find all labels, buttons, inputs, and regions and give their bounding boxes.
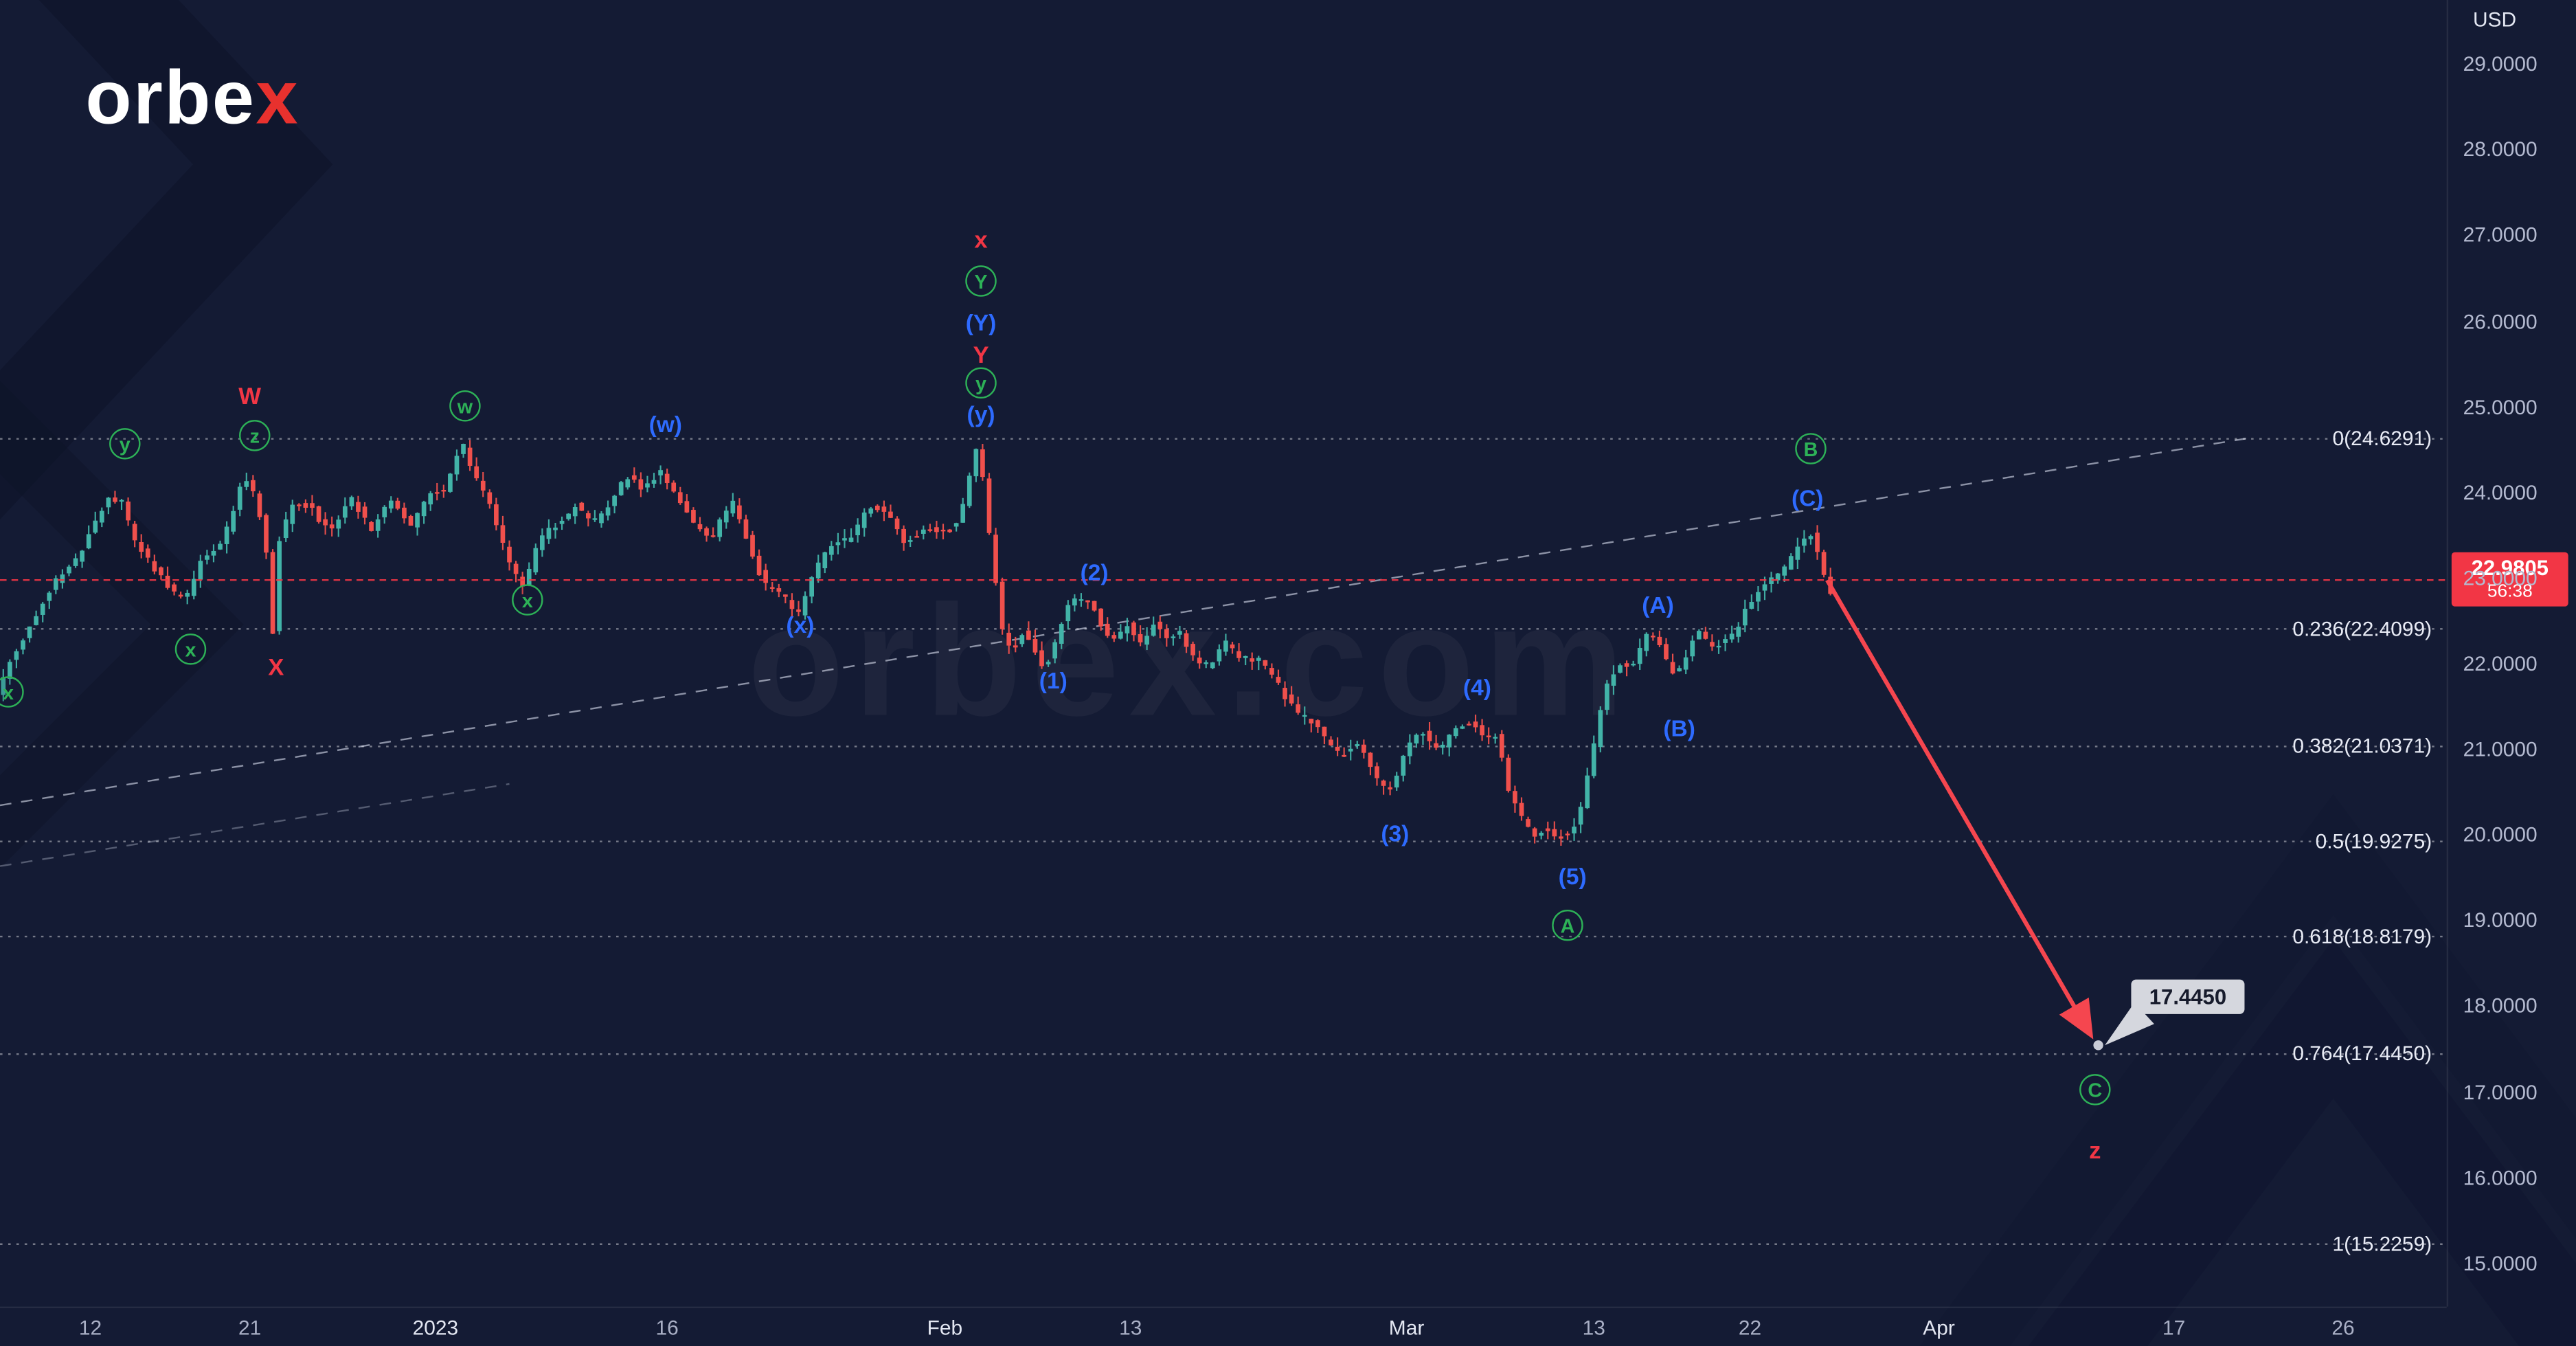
logo-text-accent: x [256, 54, 300, 140]
fib-level-label-0: 0(24.6291) [2332, 427, 2432, 451]
time-tick-Apr: Apr [1923, 1316, 1955, 1340]
time-tick-Feb: Feb [927, 1316, 963, 1340]
wave-label-C-26: C [2079, 1074, 2111, 1106]
wave-label-W-3: W [238, 384, 261, 411]
price-tick-24.0000: 24.0000 [2463, 481, 2538, 504]
wave-label-Y-11: Y [965, 265, 997, 297]
time-tick-Mar: Mar [1388, 1316, 1425, 1340]
wave-label-3-18: (3) [1381, 820, 1410, 846]
time-tick-2023: 2023 [412, 1316, 459, 1340]
wave-label-A-22: (A) [1642, 592, 1674, 618]
wave-label-x-7: x [512, 584, 543, 616]
currency-label: USD [2472, 8, 2517, 32]
wave-label-w-8: (w) [648, 411, 682, 438]
wave-label-w-6: w [449, 390, 481, 422]
time-tick-13: 13 [1582, 1316, 1605, 1340]
price-tick-29.0000: 29.0000 [2463, 53, 2538, 76]
wave-label-B-23: (B) [1663, 715, 1695, 741]
fib-level-label-3: 0.5(19.9275) [2315, 829, 2432, 853]
price-tick-18.0000: 18.0000 [2463, 995, 2538, 1018]
wave-label-y-1: y [109, 428, 141, 460]
price-tick-22.0000: 22.0000 [2463, 652, 2538, 676]
current-price-value: 22.9805 [2471, 555, 2549, 581]
projection-layer [0, 579, 2445, 1051]
wave-label-z-4: z [239, 420, 271, 451]
time-axis[interactable]: 12 21 2023 16 Feb 13 Mar 13 22 Apr 17 26 [0, 1306, 2447, 1346]
wave-label-B-24: B [1795, 433, 1827, 464]
wave-label-x-9: (x) [786, 611, 815, 638]
price-tick-26.0000: 26.0000 [2463, 310, 2538, 333]
fib-level-label-2: 0.382(21.0371) [2292, 734, 2432, 759]
candles-group [1, 440, 1833, 846]
wave-label-x-0: x [0, 676, 24, 708]
time-tick-21: 21 [238, 1316, 262, 1340]
time-tick-17: 17 [2162, 1316, 2186, 1340]
wave-label-Y-13: Y [973, 343, 989, 370]
wave-label-Y-12: (Y) [965, 309, 997, 335]
time-tick-12: 12 [78, 1316, 102, 1340]
wave-label-x-10: x [974, 227, 988, 255]
wave-label-y-15: (y) [967, 401, 995, 427]
time-tick-13: 13 [1119, 1316, 1142, 1340]
orbex-logo: orbex [85, 59, 300, 135]
wave-label-5-20: (5) [1558, 862, 1587, 890]
price-target-tooltip: 17.4450 [2131, 979, 2245, 1014]
fibonacci-lines [0, 438, 2445, 1245]
wave-label-2-17: (2) [1080, 559, 1109, 585]
wave-label-4-19: (4) [1462, 673, 1491, 700]
price-axis[interactable]: USD 22.9805 56:38 29.0000 28.0000 27.0000 2… [2446, 0, 2576, 1307]
time-tick-26: 26 [2331, 1316, 2355, 1340]
fib-level-label-1: 0.236(22.4099) [2292, 617, 2432, 641]
price-tick-17.0000: 17.0000 [2463, 1080, 2538, 1104]
fib-level-label-6: 1(15.2259) [2332, 1233, 2432, 1256]
price-tick-28.0000: 28.0000 [2463, 138, 2538, 162]
price-tick-20.0000: 20.0000 [2463, 823, 2538, 847]
price-tick-23.0000: 23.0000 [2463, 566, 2538, 590]
time-tick-16: 16 [655, 1316, 679, 1340]
price-tick-19.0000: 19.0000 [2463, 909, 2538, 933]
current-price-tag: 22.9805 56:38 [2451, 552, 2568, 607]
price-tick-27.0000: 27.0000 [2463, 224, 2538, 247]
price-tick-25.0000: 25.0000 [2463, 395, 2538, 419]
trendlines [0, 436, 2255, 867]
wave-label-1-16: (1) [1039, 667, 1067, 694]
wave-label-z-27: z [2089, 1139, 2101, 1165]
watermark: orbex.com [747, 572, 1634, 752]
fib-level-label-5: 0.764(17.4450) [2292, 1042, 2432, 1066]
logo-text-main: orbe [85, 54, 256, 140]
wave-label-C-25: (C) [1791, 484, 1824, 511]
wave-label-y-14: y [965, 367, 997, 399]
price-tick-15.0000: 15.0000 [2463, 1252, 2538, 1275]
fib-level-label-4: 0.618(18.8179) [2292, 925, 2432, 948]
price-tick-21.0000: 21.0000 [2463, 738, 2538, 761]
time-tick-22: 22 [1738, 1316, 1762, 1340]
wave-label-A-21: A [1552, 909, 1583, 941]
wave-label-x-2: x [174, 633, 207, 665]
price-tick-16.0000: 16.0000 [2463, 1166, 2538, 1189]
wave-label-X-5: X [268, 655, 284, 682]
bar-countdown-timer: 56:38 [2487, 581, 2533, 602]
